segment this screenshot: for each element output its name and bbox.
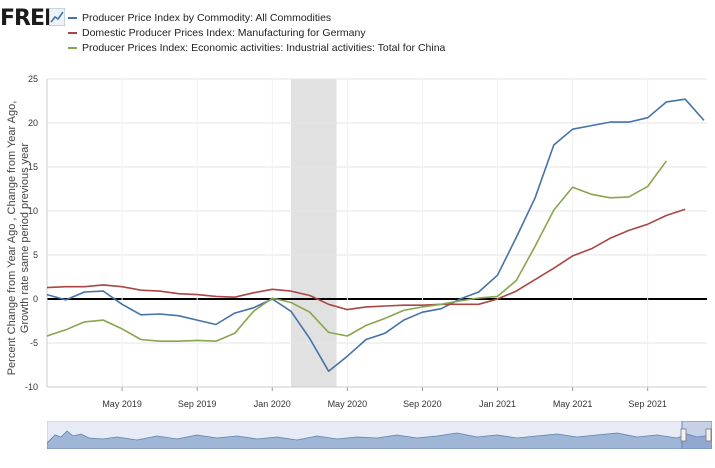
fred-logo-chart-icon xyxy=(49,8,65,26)
x-tick-label: Jan 2021 xyxy=(479,399,516,409)
legend-item-series-3[interactable]: Producer Prices Index: Economic activiti… xyxy=(68,40,445,55)
y-tick-label: -5 xyxy=(30,338,38,348)
x-tick-label: May 2021 xyxy=(553,399,593,409)
y-tick-label: 5 xyxy=(33,250,38,260)
series-line-2[interactable] xyxy=(46,208,686,311)
x-tick-label: May 2019 xyxy=(102,399,142,409)
legend-swatch-series-2 xyxy=(68,31,77,34)
x-tick-label: May 2020 xyxy=(328,399,368,409)
series-line-1[interactable] xyxy=(46,98,705,373)
x-tick-label: Sep 2020 xyxy=(403,399,442,409)
y-tick-label: 25 xyxy=(28,74,38,84)
y-tick-label: 20 xyxy=(28,118,38,128)
legend-label-series-3: Producer Prices Index: Economic activiti… xyxy=(82,41,446,54)
y-tick-label: -10 xyxy=(25,382,38,392)
legend-item-series-1[interactable]: Producer Price Index by Commodity: All C… xyxy=(68,10,445,25)
y-tick-label: 10 xyxy=(28,206,38,216)
navigator-series-area xyxy=(47,430,712,449)
navigator-handle-right[interactable] xyxy=(705,428,712,442)
legend: Producer Price Index by Commodity: All C… xyxy=(68,10,445,55)
series-line-3[interactable] xyxy=(46,160,668,343)
x-tick-label: Sep 2021 xyxy=(628,399,667,409)
y-tick-label: 15 xyxy=(28,162,38,172)
legend-label-series-2: Domestic Producer Prices Index: Manufact… xyxy=(82,26,366,39)
line-chart: 25 20 15 10 5 0 -5 -10 May 2019 Sep 2019 Jan 2020 M… xyxy=(25,74,707,409)
legend-label-series-1: Producer Price Index by Commodity: All C… xyxy=(82,11,332,24)
legend-item-series-2[interactable]: Domestic Producer Prices Index: Manufact… xyxy=(68,25,445,40)
legend-swatch-series-1 xyxy=(68,16,77,19)
chart-header: FRED Producer Price Index by Commodity: … xyxy=(0,0,715,70)
legend-swatch-series-3 xyxy=(68,46,77,49)
navigator-handle-left[interactable] xyxy=(680,428,687,442)
x-tick-label: Sep 2019 xyxy=(178,399,217,409)
recession-shading xyxy=(291,79,337,387)
x-tick-label: Jan 2020 xyxy=(254,399,291,409)
plot-area xyxy=(47,79,707,387)
y-tick-label: 0 xyxy=(33,294,38,304)
time-range-navigator[interactable] xyxy=(47,421,712,449)
